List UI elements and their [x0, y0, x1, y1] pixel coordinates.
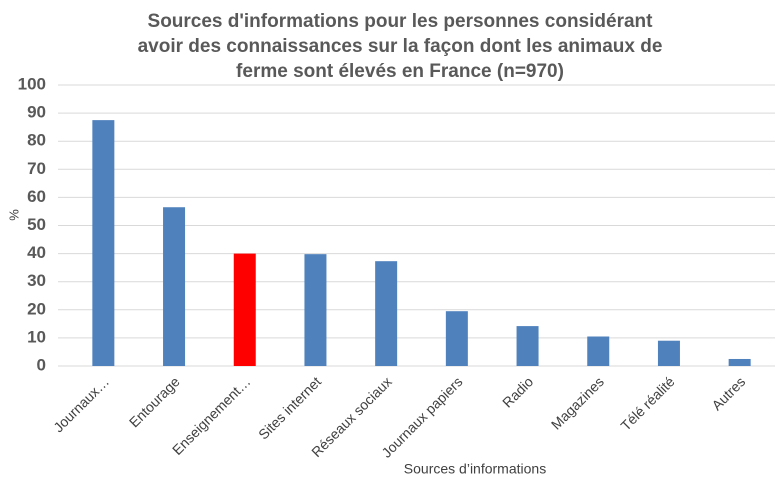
y-tick-label: 60 [27, 187, 46, 206]
bar [657, 340, 680, 366]
bar [304, 254, 327, 366]
x-tick-label: Autres [708, 373, 748, 413]
x-tick-label: Magazines [548, 373, 607, 432]
y-tick-label: 10 [27, 327, 46, 346]
bar [233, 253, 256, 366]
chart-title: ferme sont élevés en France (n=970) [236, 61, 564, 82]
x-tick-label: Enseignement… [169, 373, 254, 458]
x-tick-label: Radio [499, 373, 536, 410]
y-axis-label: % [6, 209, 21, 221]
bar [516, 326, 539, 366]
bar [163, 207, 186, 366]
x-tick-label: Journaux… [50, 373, 112, 435]
y-tick-label: 80 [27, 131, 46, 150]
bar [587, 336, 610, 366]
x-tick-label: Entourage [126, 373, 183, 430]
bar [92, 120, 115, 366]
bar [375, 261, 398, 366]
y-tick-label: 70 [27, 159, 46, 178]
y-tick-label: 20 [27, 299, 46, 318]
bar [445, 311, 468, 366]
y-tick-label: 50 [27, 215, 46, 234]
x-axis-label: Sources d’informations [404, 461, 546, 477]
bar [728, 358, 751, 366]
chart-title: avoir des connaissances sur la façon don… [138, 36, 663, 57]
y-tick-label: 30 [27, 271, 46, 290]
y-tick-label: 100 [18, 74, 46, 93]
x-tick-label: Sites internet [255, 373, 324, 442]
x-tick-label: Télé réalité [617, 373, 677, 433]
y-tick-label: 40 [27, 243, 46, 262]
y-tick-label: 0 [37, 355, 46, 374]
y-tick-label: 90 [27, 103, 46, 122]
chart-title: Sources d'informations pour les personne… [148, 11, 654, 32]
